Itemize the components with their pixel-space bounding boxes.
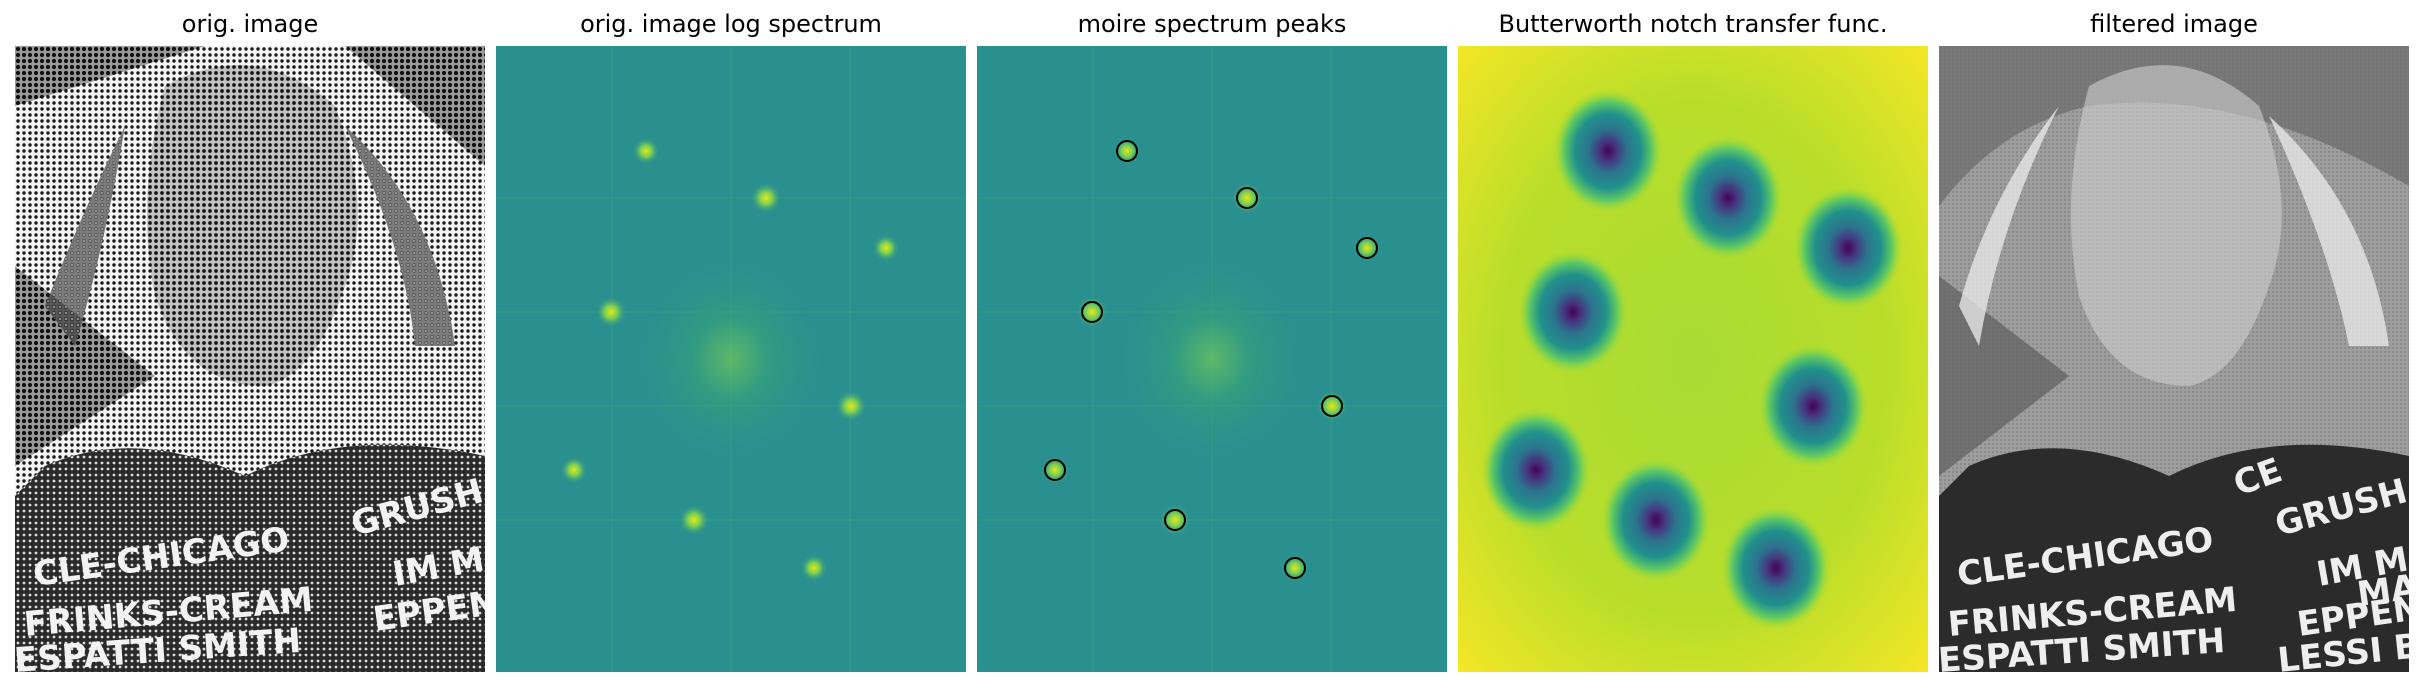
log-spectrum-image: [496, 46, 966, 672]
notch-blob: [1793, 186, 1903, 310]
notch-blob: [1553, 89, 1663, 213]
peak-marker: [1284, 557, 1306, 579]
panel-filtered-image: filtered image CLE-CHICAGO FRINKS-CREAM …: [1939, 0, 2409, 686]
panel-title: moire spectrum peaks: [1077, 10, 1347, 38]
notch-blob: [1673, 136, 1783, 260]
shirt-text-line: MA: [2355, 567, 2409, 615]
moire-peaks-canvas: [977, 46, 1447, 672]
peak-marker: [1321, 395, 1343, 417]
peak-marker: [1164, 509, 1186, 531]
notch-transfer-canvas: [1458, 46, 1928, 672]
peak-marker: [1081, 301, 1103, 323]
panel-title: filtered image: [2090, 10, 2258, 38]
panel-moire-peaks: moire spectrum peaks: [977, 0, 1447, 686]
panel-title: orig. image: [181, 10, 319, 38]
original-image: CLE-CHICAGO FRINKS-CREAM ESPATTI SMITH G…: [15, 46, 485, 672]
peak-marker: [1044, 459, 1066, 481]
notch-blob: [1601, 458, 1711, 582]
notch-transfer-image: [1458, 46, 1928, 672]
log-spectrum-canvas: [496, 46, 966, 672]
filtered-image: CLE-CHICAGO FRINKS-CREAM ESPATTI SMITH C…: [1939, 46, 2409, 672]
peak-marker: [1356, 237, 1378, 259]
peak-marker: [1116, 140, 1138, 162]
panel-original-image: orig. image: [15, 0, 485, 686]
panel-log-spectrum: orig. image log spectrum: [496, 0, 966, 686]
notch-blob: [1481, 408, 1591, 532]
panel-title: Butterworth notch transfer func.: [1498, 10, 1888, 38]
peak-marker: [1236, 187, 1258, 209]
panel-title: orig. image log spectrum: [580, 10, 882, 38]
moire-peaks-image: [977, 46, 1447, 672]
notch-blob: [1721, 506, 1831, 630]
original-image-canvas: CLE-CHICAGO FRINKS-CREAM ESPATTI SMITH G…: [15, 46, 485, 672]
notch-blob: [1758, 344, 1868, 468]
notch-blob: [1518, 250, 1628, 374]
panel-notch-transfer: Butterworth notch transfer func.: [1458, 0, 1928, 686]
filtered-image-canvas: CLE-CHICAGO FRINKS-CREAM ESPATTI SMITH C…: [1939, 46, 2409, 672]
